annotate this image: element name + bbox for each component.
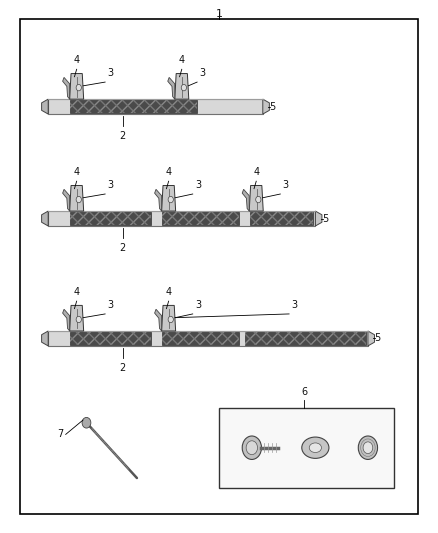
Polygon shape [168, 77, 175, 99]
Bar [70, 101, 197, 112]
Text: 4: 4 [74, 287, 80, 297]
Text: 1: 1 [215, 9, 223, 19]
Polygon shape [315, 211, 322, 226]
Polygon shape [42, 211, 48, 226]
Ellipse shape [302, 437, 329, 458]
Bar [70, 101, 197, 112]
Circle shape [242, 436, 261, 459]
Polygon shape [242, 189, 249, 211]
Bar [250, 213, 313, 224]
Bar [245, 333, 366, 344]
Polygon shape [263, 99, 269, 114]
Circle shape [363, 442, 373, 454]
Ellipse shape [309, 443, 321, 453]
Circle shape [168, 196, 173, 203]
Bar [250, 213, 313, 224]
Polygon shape [368, 331, 374, 346]
Text: 3: 3 [199, 68, 205, 78]
Text: 2: 2 [120, 363, 126, 373]
Text: 2: 2 [120, 131, 126, 141]
Polygon shape [48, 331, 368, 346]
Circle shape [256, 196, 261, 203]
Circle shape [246, 441, 258, 455]
Polygon shape [63, 189, 70, 211]
Text: 3: 3 [107, 68, 113, 78]
Bar [245, 333, 366, 344]
Text: 3: 3 [291, 300, 297, 310]
Bar [162, 333, 239, 344]
Text: 4: 4 [166, 167, 172, 177]
Text: 4: 4 [74, 167, 80, 177]
Polygon shape [175, 74, 189, 99]
Circle shape [358, 436, 378, 459]
Text: 5: 5 [269, 102, 276, 111]
Bar [70, 213, 151, 224]
Bar [70, 101, 197, 112]
Circle shape [76, 316, 81, 322]
Bar [70, 213, 151, 224]
Polygon shape [48, 99, 263, 114]
Bar [70, 333, 151, 344]
Bar [219, 408, 394, 488]
Bar [70, 333, 151, 344]
Bar [245, 333, 366, 344]
Bar [162, 213, 239, 224]
Text: 4: 4 [166, 287, 172, 297]
Polygon shape [155, 309, 162, 331]
Polygon shape [70, 74, 84, 99]
Text: 3: 3 [107, 300, 113, 310]
Circle shape [76, 196, 81, 203]
Polygon shape [42, 99, 48, 114]
Circle shape [181, 84, 187, 91]
Text: 7: 7 [57, 430, 64, 439]
Circle shape [76, 84, 81, 91]
Bar [162, 333, 239, 344]
Bar [162, 213, 239, 224]
Text: 3: 3 [107, 180, 113, 190]
Text: 2: 2 [120, 243, 126, 253]
Polygon shape [70, 305, 84, 331]
Polygon shape [70, 185, 84, 211]
Text: 3: 3 [283, 180, 289, 190]
Text: 4: 4 [74, 55, 80, 65]
Bar [70, 333, 151, 344]
Bar [162, 213, 239, 224]
Polygon shape [63, 77, 70, 99]
Text: 6: 6 [301, 387, 307, 397]
Polygon shape [249, 185, 263, 211]
Bar [250, 213, 313, 224]
Text: 3: 3 [195, 180, 201, 190]
Circle shape [168, 316, 173, 322]
Circle shape [82, 417, 91, 428]
Polygon shape [63, 309, 70, 331]
Bar [162, 333, 239, 344]
Polygon shape [162, 305, 176, 331]
Text: 4: 4 [179, 55, 185, 65]
Polygon shape [42, 331, 48, 346]
Text: 3: 3 [195, 300, 201, 310]
Text: 5: 5 [322, 214, 328, 223]
Text: 4: 4 [253, 167, 259, 177]
Bar [70, 213, 151, 224]
Text: 5: 5 [374, 334, 381, 343]
Polygon shape [48, 211, 315, 226]
Polygon shape [162, 185, 176, 211]
Polygon shape [155, 189, 162, 211]
